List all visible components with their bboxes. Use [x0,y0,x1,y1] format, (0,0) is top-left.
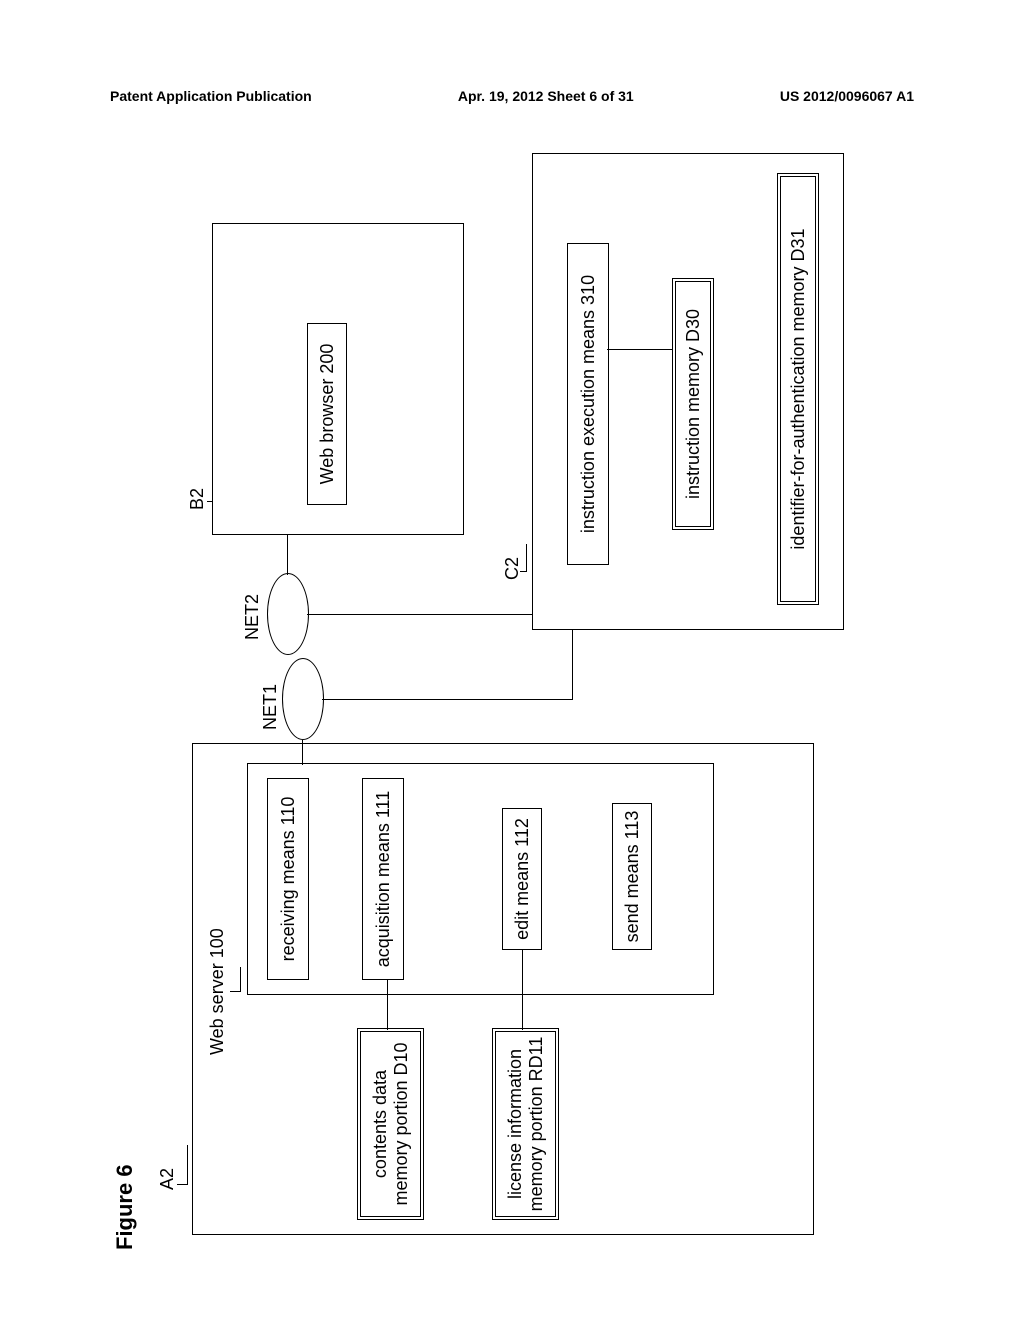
conn-d10-acq [387,980,388,1030]
hook-ws-v [230,991,240,992]
box-acquisition-means: acquisition means 111 [362,778,404,980]
figure-diagram: Figure 6 A2 Web server 100 receiving mea… [112,150,912,1250]
header-right: US 2012/0096067 A1 [780,88,914,104]
box-instruction-memory: instruction memory D30 [672,278,714,530]
conn-rd11-edit [522,950,523,1030]
conn-net2-b2 [287,535,288,575]
label-c2: C2 [502,557,523,580]
box-send-means: send means 113 [612,803,652,950]
header-center: Apr. 19, 2012 Sheet 6 of 31 [458,88,634,104]
web-server-title: Web server 100 [207,928,228,1055]
box-license-memory: license information memory portion RD11 [492,1028,559,1220]
hook-b2 [207,501,212,502]
conn-exec-d30 [607,349,672,350]
label-b2: B2 [187,488,208,510]
box-edit-means: edit means 112 [502,808,542,950]
cloud-net2 [267,573,309,655]
hook-a2-h [187,1145,188,1185]
header-left: Patent Application Publication [110,88,312,104]
conn-net1-c2-v [322,699,572,700]
box-instruction-exec: instruction execution means 310 [567,243,609,565]
label-net1: NET1 [260,684,281,730]
conn-a2-net1 [302,740,303,765]
cloud-net1 [282,658,324,740]
label-net2: NET2 [242,594,263,640]
conn-net2-c2-v [307,614,552,615]
figure-label: Figure 6 [112,1164,138,1250]
box-contents-memory: contents data memory portion D10 [357,1028,424,1220]
hook-c2-h [526,544,527,572]
hook-a2-v [177,1184,187,1185]
diagram-canvas: Figure 6 A2 Web server 100 receiving mea… [112,150,912,1250]
box-auth-memory: identifier-for-authentication memory D31 [777,173,819,605]
box-web-browser: Web browser 200 [307,323,347,505]
label-a2: A2 [157,1168,178,1190]
box-receiving-means: receiving means 110 [267,778,309,980]
hook-ws-h [240,967,241,992]
page-header: Patent Application Publication Apr. 19, … [0,88,1024,104]
